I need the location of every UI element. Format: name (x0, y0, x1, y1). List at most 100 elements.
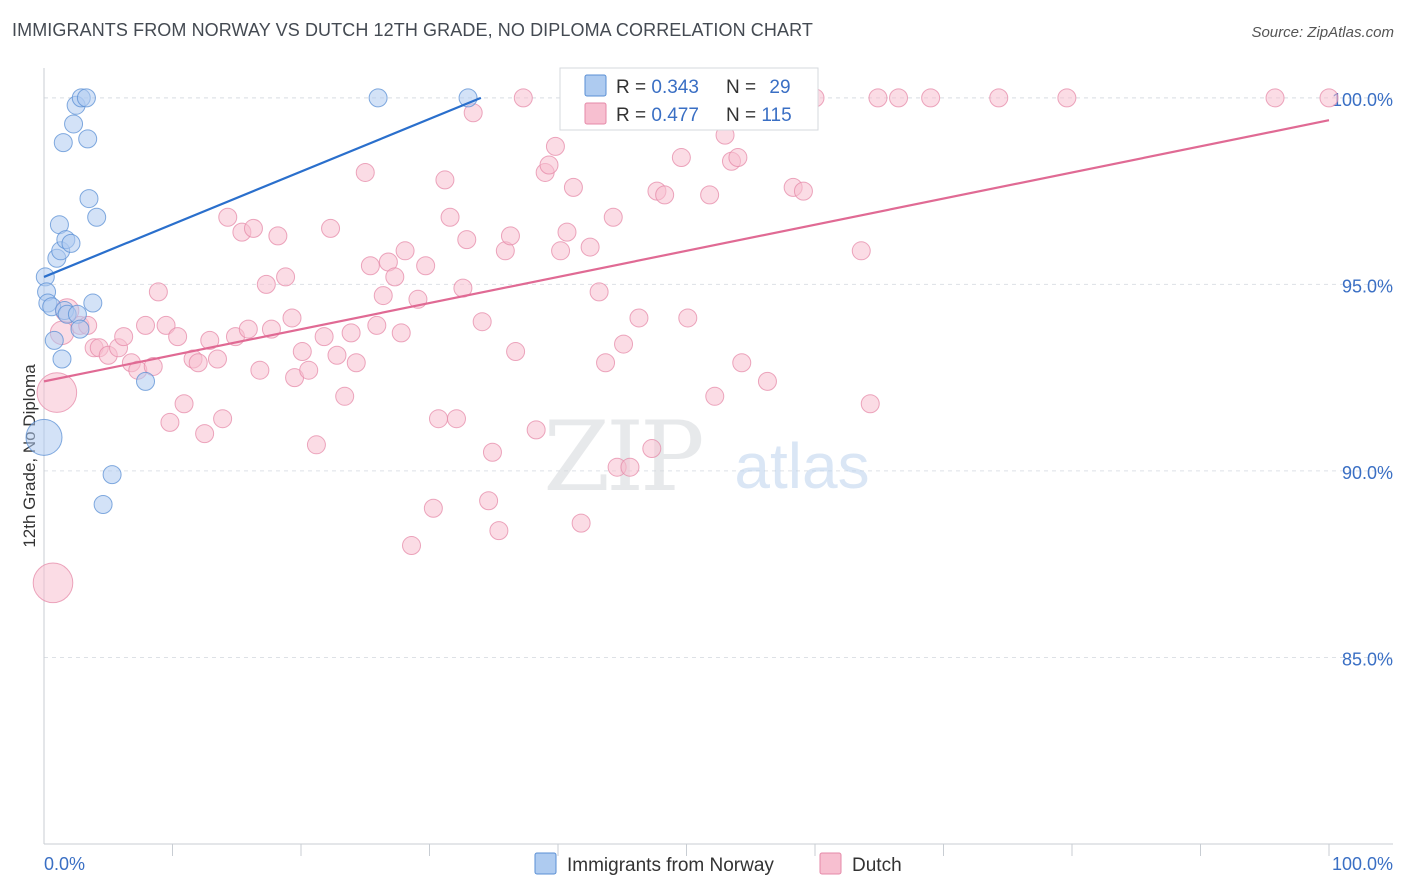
dutch-point (250, 360, 270, 380)
watermark-zip: ZIP (543, 401, 702, 513)
dutch-point (256, 274, 276, 294)
norway-point (25, 418, 63, 456)
dutch-point (513, 88, 533, 108)
norway-trend-line (43, 96, 482, 278)
dutch-point (402, 536, 422, 556)
dutch-point (218, 207, 238, 227)
dutch-points (32, 88, 1339, 604)
watermark-atlas: atlas (734, 430, 869, 502)
dutch-point (1319, 88, 1339, 108)
dutch-point (545, 136, 565, 156)
x-tick-label-max: 100.0% (1332, 854, 1393, 874)
dutch-n-label: N = (726, 105, 761, 126)
legend-dutch-label: Dutch (852, 855, 902, 876)
norway-points (25, 88, 478, 514)
dutch-point (282, 308, 302, 328)
norway-point (87, 207, 107, 227)
dutch-point (367, 315, 387, 335)
x-tick-label-min: 0.0% (44, 854, 85, 874)
dutch-point (793, 181, 813, 201)
dutch-point (1057, 88, 1077, 108)
dutch-point (1265, 88, 1285, 108)
dutch-point (440, 207, 460, 227)
legend-norway-swatch (534, 852, 557, 875)
dutch-point (457, 230, 477, 250)
dutch-point (506, 342, 526, 362)
dutch-point (327, 345, 347, 365)
dutch-point (435, 170, 455, 190)
dutch-trend-line (43, 119, 1330, 383)
x-ticks (172, 844, 1330, 856)
dutch-point (482, 442, 502, 462)
svg-text:R = 0.477: R = 0.477 (616, 105, 699, 126)
dutch-point (589, 282, 609, 302)
dutch-point (243, 218, 263, 238)
y-tick-label: 100.0% (1332, 90, 1393, 110)
dutch-point (596, 353, 616, 373)
dutch-point (757, 371, 777, 391)
dutch-point (148, 282, 168, 302)
dutch-point (32, 562, 74, 604)
dutch-point (360, 256, 380, 276)
dutch-point (174, 394, 194, 414)
dutch-point (728, 148, 748, 168)
dutch-point (143, 356, 163, 376)
dutch-r-label: R = (616, 105, 651, 126)
dutch-point (989, 88, 1009, 108)
dutch-point (276, 267, 296, 287)
y-tick-labels: 85.0% 90.0% 95.0% 100.0% (1332, 90, 1393, 670)
dutch-point (195, 424, 215, 444)
y-axis-title: 12th Grade, No Diploma (20, 364, 39, 548)
svg-text:R = 0.343: R = 0.343 (616, 77, 699, 98)
dutch-point (423, 498, 443, 518)
dutch-point (571, 513, 591, 533)
norway-point (76, 88, 96, 108)
dutch-point (489, 521, 509, 541)
norway-point (368, 88, 388, 108)
dutch-r-value: 0.477 (651, 105, 699, 126)
svg-text:N = 29: N = 29 (726, 77, 791, 98)
dutch-point (299, 360, 319, 380)
norway-n-value: 29 (769, 77, 790, 98)
norway-point (83, 293, 103, 313)
trend-lines (43, 96, 1330, 383)
dutch-point (700, 185, 720, 205)
dutch-point (160, 412, 180, 432)
dutch-point (642, 439, 662, 459)
source-credit: Source: ZipAtlas.com (1251, 24, 1394, 41)
dutch-point (732, 353, 752, 373)
dutch-point (268, 226, 288, 246)
norway-point (93, 495, 113, 514)
dutch-point (921, 88, 941, 108)
norway-legend-swatch (584, 74, 607, 97)
norway-point (70, 319, 90, 339)
norway-n-label: N = (726, 77, 761, 98)
dutch-point (446, 409, 466, 429)
legend-dutch-swatch (819, 852, 842, 875)
dutch-n-value: 115 (761, 105, 791, 126)
dutch-point (705, 386, 725, 406)
dutch-point (614, 334, 634, 354)
norway-point (78, 129, 98, 149)
dutch-legend-swatch (584, 102, 607, 125)
dutch-point (306, 435, 326, 455)
legend-norway-label: Immigrants from Norway (567, 855, 774, 876)
dutch-point (539, 155, 559, 175)
norway-point (44, 330, 64, 350)
norway-r-value: 0.343 (651, 77, 699, 98)
dutch-point (335, 386, 355, 406)
dutch-point (346, 353, 366, 373)
dutch-point (416, 256, 436, 276)
dutch-point (168, 327, 188, 347)
norway-point (52, 349, 72, 369)
y-tick-label: 90.0% (1342, 463, 1393, 483)
dutch-point (868, 88, 888, 108)
norway-point (102, 465, 122, 485)
dutch-point (472, 312, 492, 332)
dutch-point (557, 222, 577, 242)
dutch-point (341, 323, 361, 343)
y-tick-label: 95.0% (1342, 276, 1393, 296)
dutch-point (671, 148, 691, 168)
dutch-point (207, 349, 227, 369)
